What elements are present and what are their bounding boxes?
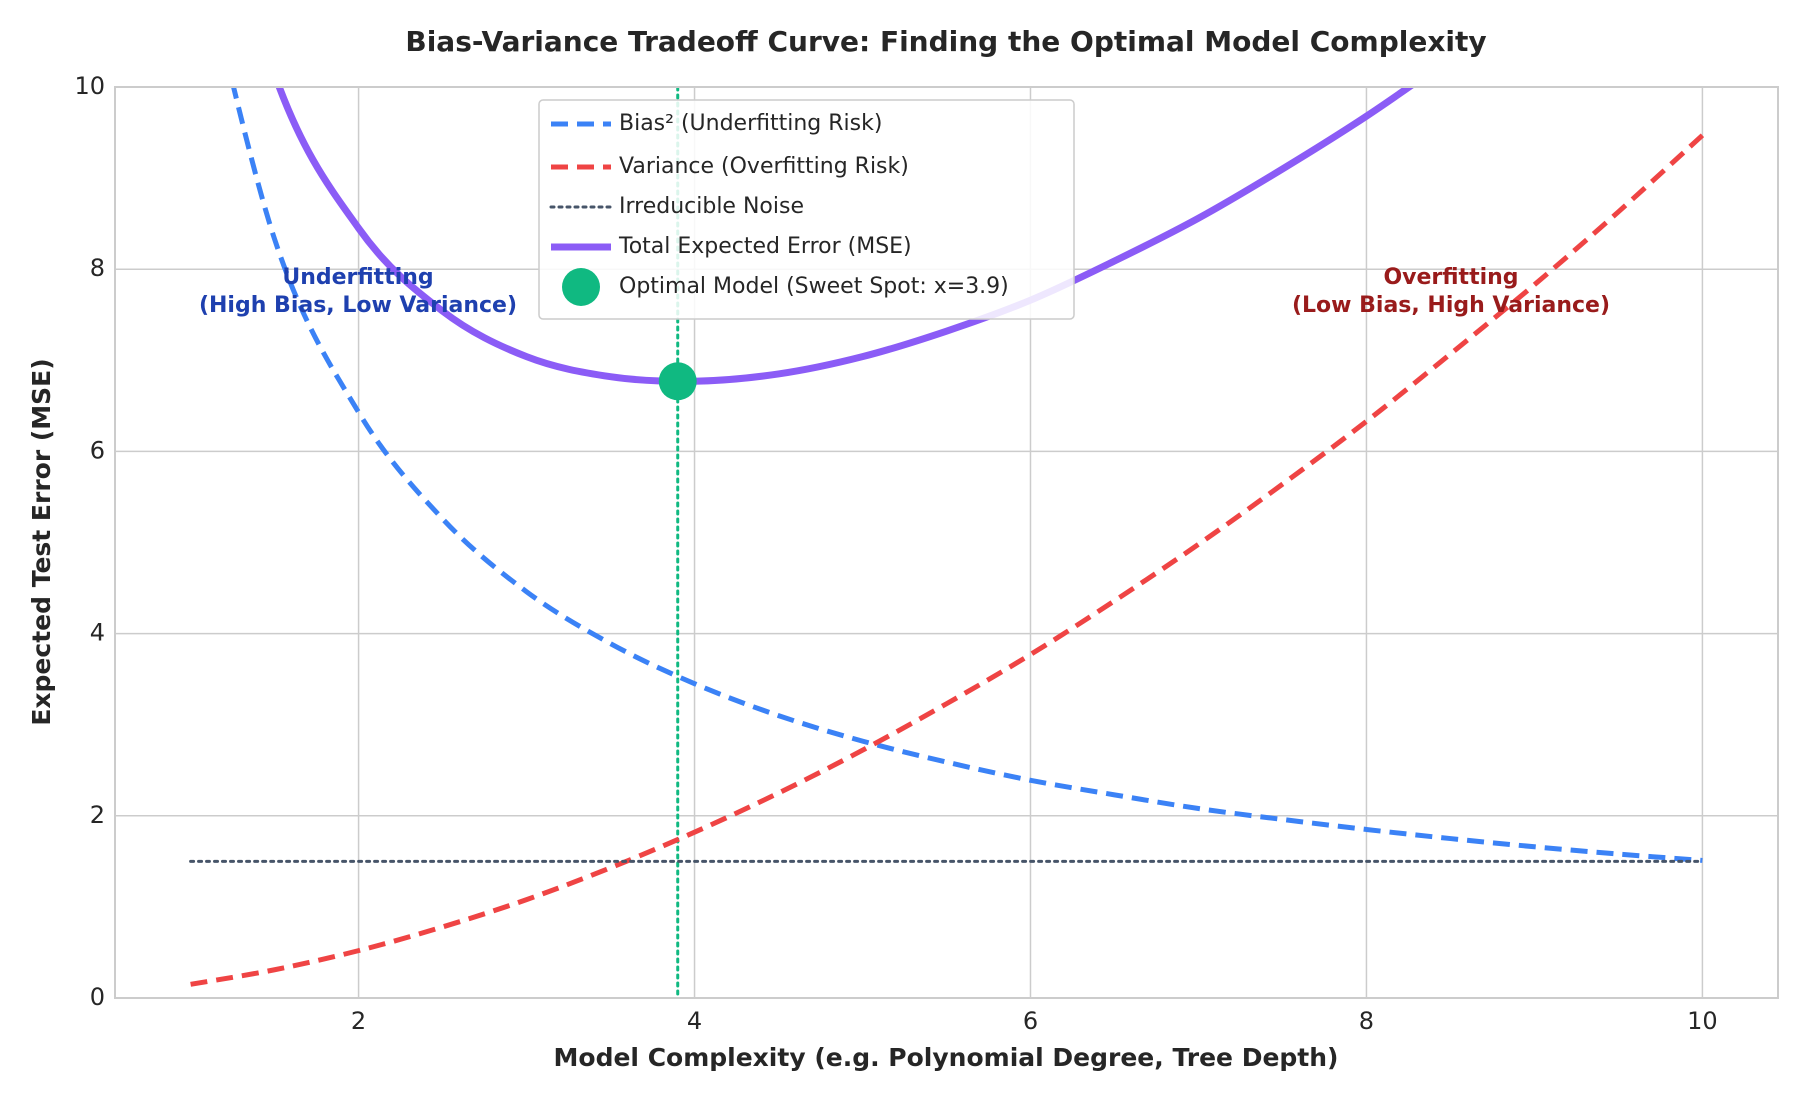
x-tick-label: 4 — [687, 1007, 702, 1035]
x-tick-label: 8 — [1359, 1007, 1374, 1035]
series-line — [230, 87, 1703, 863]
annotation: Underfitting — [282, 265, 433, 290]
y-tick-label: 8 — [90, 254, 105, 282]
x-axis-label: Model Complexity (e.g. Polynomial Degree… — [554, 1043, 1339, 1072]
legend-label: Irreducible Noise — [619, 194, 804, 219]
plot-frame — [114, 86, 1779, 999]
optimal-point — [658, 362, 697, 401]
y-tick-label: 10 — [74, 72, 105, 100]
y-tick-label: 4 — [90, 619, 105, 647]
overlay: Underfitting (High Bias, Low Variance) Ove… — [199, 99, 1610, 320]
y-axis-label: Expected Test Error (MSE) — [27, 358, 56, 725]
y-tick-label: 2 — [90, 801, 105, 829]
chart-title: Bias-Variance Tradeoff Curve: Finding th… — [405, 25, 1486, 58]
annotation: Overfitting — [1383, 265, 1518, 290]
legend-label: Optimal Model (Sweet Spot: x=3.9) — [619, 274, 1009, 299]
series-line — [275, 87, 1416, 385]
series-line — [190, 133, 1705, 987]
y-tick-label: 6 — [90, 436, 105, 464]
legend-label: Variance (Overfitting Risk) — [619, 154, 909, 179]
annotation: (High Bias, Low Variance) — [199, 293, 517, 318]
legend-label: Bias² (Underfitting Risk) — [619, 111, 882, 136]
legend-swatch — [562, 268, 600, 306]
legend-label: Total Expected Error (MSE) — [618, 234, 912, 259]
x-tick-label: 6 — [1023, 1007, 1038, 1035]
legend-box — [538, 99, 1075, 320]
annotation: (Low Bias, High Variance) — [1292, 293, 1610, 318]
y-tick-label: 0 — [90, 983, 105, 1011]
x-tick-label: 10 — [1687, 1007, 1718, 1035]
x-tick-label: 2 — [351, 1007, 366, 1035]
